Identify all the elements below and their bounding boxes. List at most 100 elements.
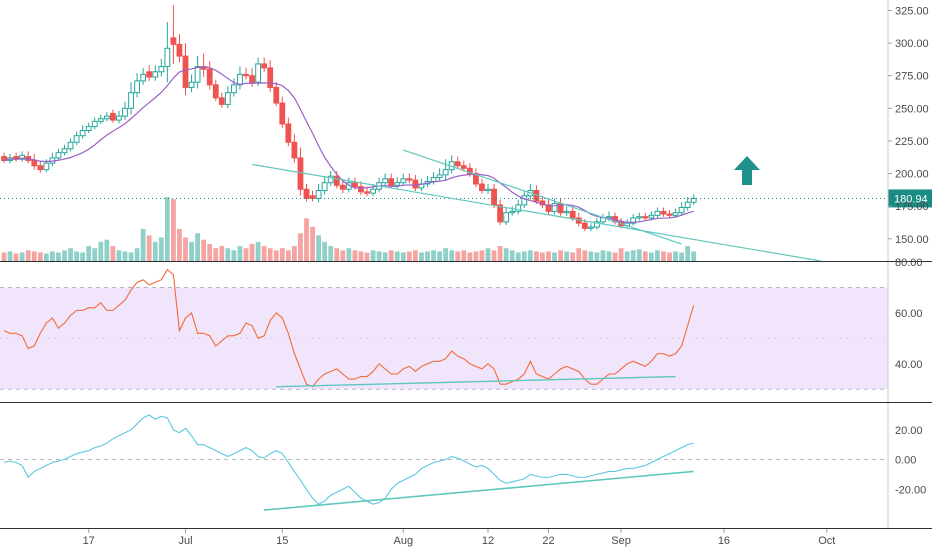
price-tick-label: 200.00	[895, 169, 929, 181]
volume-bar	[425, 251, 430, 261]
volume-bar	[588, 251, 594, 261]
resistance-trendline	[403, 149, 682, 245]
volume-bar	[636, 249, 642, 261]
candle-body	[67, 141, 74, 150]
candle-body	[110, 113, 116, 121]
volume-bar	[546, 251, 551, 261]
candle-body	[660, 210, 667, 215]
up-arrow-icon	[734, 156, 760, 185]
axes	[0, 0, 932, 533]
candle-body	[188, 81, 195, 88]
rsi-divergence-trendline	[276, 375, 676, 388]
volume-bar	[437, 251, 442, 261]
volume-bar	[316, 235, 321, 261]
volume-bar	[685, 246, 691, 261]
volume-bar	[1, 252, 7, 261]
price-tick-label: 150.00	[895, 234, 929, 246]
volume-bar	[419, 252, 424, 261]
volume-bar	[56, 252, 61, 261]
price-tick-label: 300.00	[895, 38, 929, 50]
volume-bar	[298, 233, 303, 261]
volume-bar	[249, 243, 255, 261]
volume-bar	[564, 251, 570, 261]
candle-body	[466, 167, 473, 175]
volume-bar	[461, 250, 467, 261]
candle-body	[442, 169, 449, 176]
candle-body	[255, 63, 261, 83]
volume-bar	[413, 250, 418, 261]
volume-bar	[370, 250, 376, 261]
time-tick-label: Oct	[818, 535, 835, 547]
up-arrow-shape	[734, 156, 760, 185]
volume-bar	[37, 252, 43, 261]
rsi-band	[0, 286, 888, 461]
volume-bar	[431, 250, 436, 261]
support-trendline	[251, 163, 821, 262]
candle-body	[91, 120, 98, 128]
volume-bar	[534, 251, 539, 261]
candle-body	[19, 154, 26, 160]
candle-body	[97, 118, 104, 122]
volume-bar	[152, 241, 158, 261]
volume-bar	[13, 253, 19, 261]
oscillator-divergence-trendline	[264, 470, 694, 511]
candle-body	[273, 86, 280, 104]
volume-bar	[642, 251, 648, 261]
volume-bar	[679, 252, 684, 261]
time-tick-label: 16	[718, 535, 730, 547]
candle-body	[563, 210, 570, 214]
axis-labels: 150.00175.00200.00225.00250.00275.00300.…	[83, 5, 929, 547]
volume-bar	[328, 246, 334, 261]
candle-body	[55, 152, 62, 159]
candle-body	[382, 178, 389, 184]
volume-bar	[322, 241, 328, 261]
volume-bar	[655, 250, 660, 261]
candle-body	[388, 178, 395, 186]
candle-body	[339, 184, 346, 190]
candle-body	[261, 63, 268, 69]
candle-body	[37, 165, 44, 171]
last-price-tag-bg	[888, 189, 932, 208]
candle-body	[140, 73, 147, 82]
indicator-lines: 180.94	[0, 66, 932, 505]
volume-bar	[92, 248, 98, 261]
volume-bar	[600, 250, 606, 261]
volume-bar	[558, 250, 563, 261]
volume-bar	[667, 252, 672, 261]
volume-bar	[455, 251, 461, 261]
volume-bar	[624, 251, 630, 261]
last-price-value: 180.94	[894, 193, 928, 205]
candle-body	[515, 204, 522, 212]
candle-body	[690, 197, 697, 203]
volume-bar	[630, 250, 636, 261]
candle-body	[412, 179, 419, 189]
volume-bar	[164, 197, 170, 261]
volume-bar	[400, 252, 406, 261]
candle-body	[630, 217, 637, 224]
volume-bar	[50, 251, 55, 261]
volume-bar	[479, 250, 485, 261]
volume-bar	[540, 252, 545, 261]
volume-bars	[1, 197, 697, 261]
volume-bar	[618, 248, 624, 261]
candle-body	[279, 102, 286, 125]
candle-body	[581, 222, 588, 229]
candle-body	[545, 204, 552, 212]
candle-body	[297, 157, 304, 190]
volume-bar	[292, 246, 297, 261]
time-tick-label: 15	[276, 535, 288, 547]
volume-bar	[128, 252, 134, 261]
candle-body	[430, 176, 437, 182]
candle-body	[152, 71, 159, 78]
volume-bar	[582, 250, 588, 261]
volume-bar	[237, 246, 243, 261]
volume-bar	[570, 252, 576, 261]
candle-body	[291, 141, 298, 159]
candle-body	[648, 214, 655, 219]
volume-bar	[358, 251, 364, 261]
price-tick-label: 325.00	[895, 5, 929, 17]
candle-body	[237, 73, 243, 86]
candle-body	[170, 37, 177, 45]
